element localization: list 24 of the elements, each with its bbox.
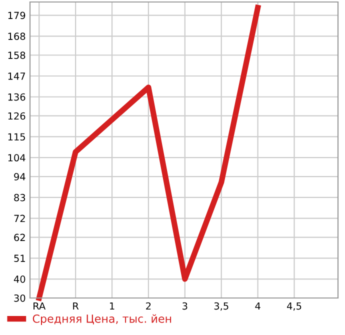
y-tick-label: 51 xyxy=(14,254,25,262)
y-tick-label: 40 xyxy=(14,276,26,283)
y-tick-label: 158 xyxy=(8,52,26,59)
y-tick-label: 136 xyxy=(8,93,26,101)
y-tick-label: 30 xyxy=(14,294,26,302)
legend-label: Средняя Цена, тыс. йен xyxy=(32,314,172,325)
y-tick-label: 104 xyxy=(8,154,26,162)
y-tick-label: 147 xyxy=(8,72,25,80)
x-tick-label: 2 xyxy=(146,302,151,310)
x-tick-label: 3 xyxy=(182,302,188,310)
y-tick-label: 62 xyxy=(14,234,25,242)
y-tick-label: 179 xyxy=(8,12,26,20)
y-tick-label: 72 xyxy=(14,214,25,222)
x-tick-label: 3,5 xyxy=(214,302,228,311)
x-tick-label: R xyxy=(73,302,79,310)
y-tick-label: 168 xyxy=(8,32,26,40)
x-tick-label: 4,5 xyxy=(287,302,302,311)
x-tick-label: 4 xyxy=(255,302,260,310)
y-tick-label: 115 xyxy=(8,133,25,141)
x-tick-label: 1 xyxy=(110,302,114,310)
y-tick-label: 83 xyxy=(14,194,26,202)
y-tick-label: 94 xyxy=(14,173,26,180)
y-tick-label: 126 xyxy=(8,112,26,120)
x-tick-label: RA xyxy=(34,302,46,310)
